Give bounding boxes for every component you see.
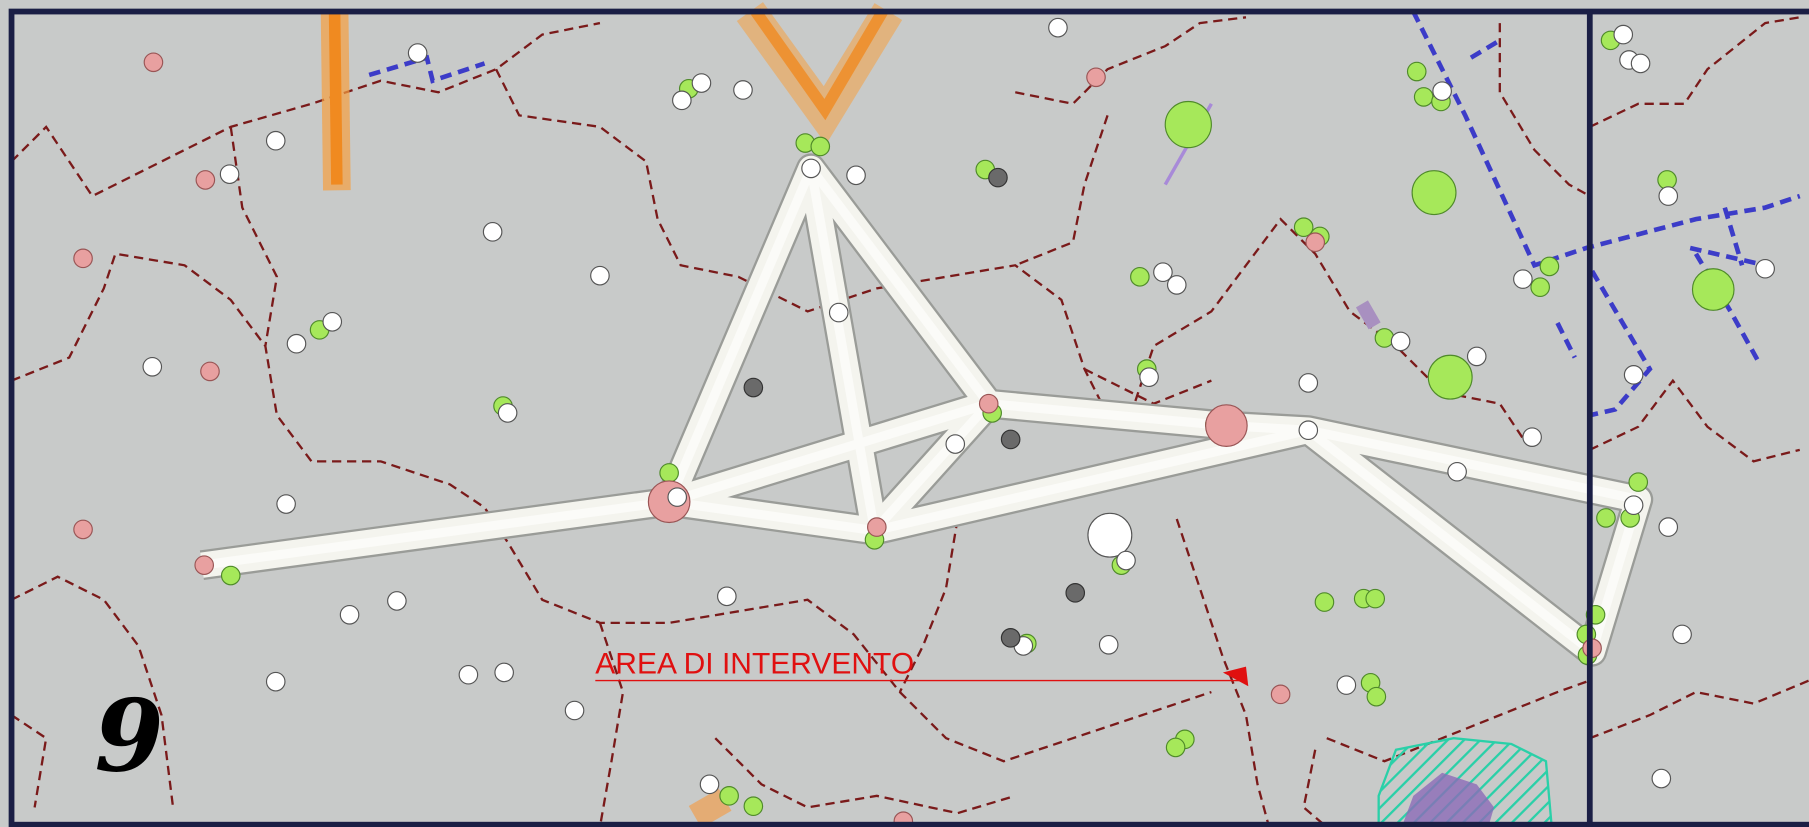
white-point — [668, 488, 686, 506]
white-point — [847, 166, 865, 184]
white-point — [1433, 82, 1451, 100]
pink-point — [868, 518, 886, 536]
green-point — [720, 787, 738, 805]
pink-point — [74, 520, 92, 538]
area-label: AREA DI INTERVENTO — [595, 648, 914, 681]
white-point — [498, 404, 516, 422]
white-point — [1099, 636, 1117, 654]
green-point — [1367, 687, 1385, 705]
white-point — [1756, 260, 1774, 278]
white-point — [1117, 551, 1135, 569]
pink-point — [979, 394, 997, 412]
white-point — [408, 44, 426, 62]
green-point — [1315, 593, 1333, 611]
green-point — [1166, 738, 1184, 756]
white-point — [1652, 769, 1670, 787]
white-point — [1168, 276, 1186, 294]
green-point — [222, 566, 240, 584]
white-point — [267, 672, 285, 690]
white-point — [673, 91, 691, 109]
sheet-number: 9 — [95, 678, 164, 794]
large-point — [1206, 405, 1248, 447]
white-point — [1659, 187, 1677, 205]
white-point — [340, 606, 358, 624]
white-point — [1624, 366, 1642, 384]
pink-point — [74, 249, 92, 267]
green-point — [1131, 268, 1149, 286]
green-point — [1540, 257, 1558, 275]
white-point — [1299, 421, 1317, 439]
gray-point — [1001, 430, 1019, 448]
green-point — [744, 797, 762, 815]
white-point — [287, 334, 305, 352]
white-point — [388, 592, 406, 610]
large-point — [1428, 355, 1472, 399]
white-point — [802, 159, 820, 177]
orange-band — [335, 12, 337, 185]
pink-point — [144, 53, 162, 71]
white-point — [1659, 518, 1677, 536]
pink-point — [195, 556, 213, 574]
green-point — [1294, 218, 1312, 236]
white-point — [692, 74, 710, 92]
white-point — [1448, 463, 1466, 481]
green-point — [1531, 278, 1549, 296]
white-point — [483, 223, 501, 241]
white-point — [1523, 428, 1541, 446]
white-point — [1631, 54, 1649, 72]
green-point — [660, 464, 678, 482]
white-point — [1140, 368, 1158, 386]
large-point — [1165, 102, 1211, 148]
white-point — [830, 303, 848, 321]
white-point — [1049, 18, 1067, 36]
green-point — [1597, 509, 1615, 527]
white-point — [1468, 347, 1486, 365]
white-point — [591, 266, 609, 284]
white-point — [143, 358, 161, 376]
gray-point — [744, 378, 762, 396]
white-point — [1299, 374, 1317, 392]
large-point — [1692, 269, 1734, 311]
map: AREA DI INTERVENTO 9 — [0, 0, 1809, 827]
page: AREA DI INTERVENTO 9 (() => { const data… — [0, 0, 1809, 827]
white-point — [1614, 25, 1632, 43]
pink-point — [196, 171, 214, 189]
gray-point — [1001, 629, 1019, 647]
white-point — [495, 663, 513, 681]
white-point — [1673, 625, 1691, 643]
pink-point — [1087, 68, 1105, 86]
white-point — [734, 81, 752, 99]
white-point — [323, 313, 341, 331]
green-point — [1366, 589, 1384, 607]
gray-point — [989, 168, 1007, 186]
large-point — [1412, 171, 1456, 215]
gray-point — [1066, 584, 1084, 602]
white-point — [718, 587, 736, 605]
green-point — [1408, 62, 1426, 80]
pink-point — [1306, 233, 1324, 251]
white-point — [1391, 332, 1409, 350]
white-point — [1624, 496, 1642, 514]
pink-point — [201, 362, 219, 380]
pink-point — [1271, 685, 1289, 703]
white-point — [220, 165, 238, 183]
white-point — [1337, 676, 1355, 694]
green-point — [1629, 473, 1647, 491]
white-point — [277, 495, 295, 513]
green-point — [811, 137, 829, 155]
green-point — [1375, 329, 1393, 347]
white-point — [459, 666, 477, 684]
white-point — [946, 435, 964, 453]
white-point — [700, 775, 718, 793]
white-point — [565, 701, 583, 719]
large-point — [1088, 513, 1132, 557]
white-point — [1514, 270, 1532, 288]
green-point — [1414, 88, 1432, 106]
white-point — [267, 131, 285, 149]
map-background — [0, 0, 1809, 827]
